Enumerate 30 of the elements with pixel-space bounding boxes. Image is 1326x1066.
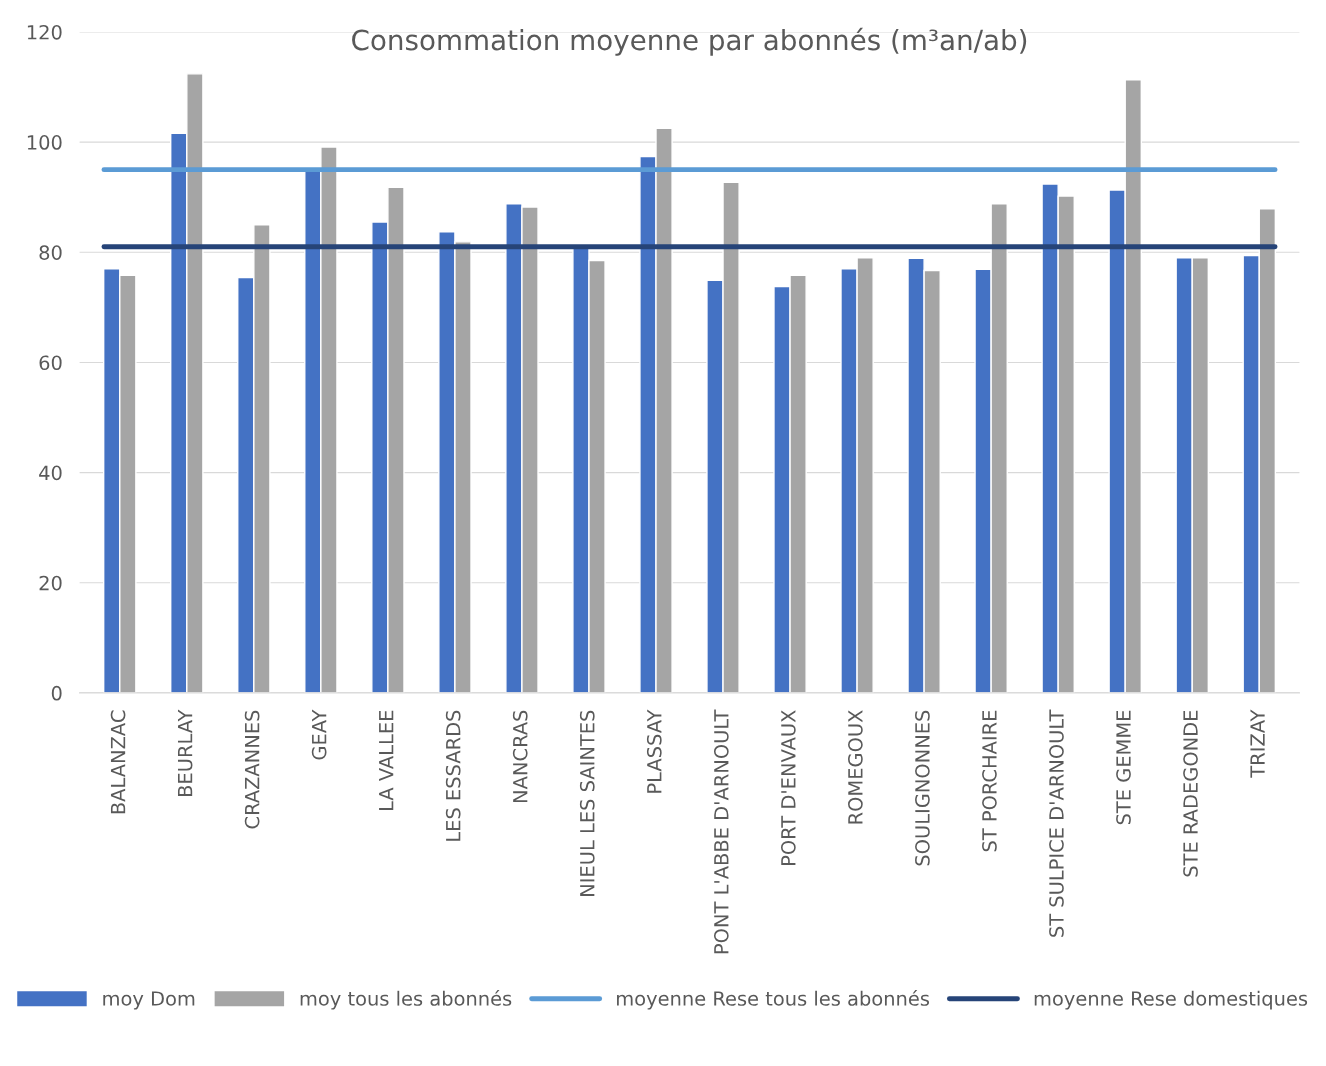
x-tick-label: PONT L'ABBE D'ARNOULT: [713, 709, 729, 954]
x-tick-label: BALANZAC: [110, 710, 126, 814]
x-tick-label: ST SULPICE D'ARNOULT: [1049, 709, 1064, 937]
y-tick-label: 40: [39, 465, 62, 481]
y-tick-label: 80: [39, 245, 62, 260]
x-tick-label: GEAY: [311, 709, 327, 760]
y-tick-label: 20: [39, 575, 62, 591]
x-tick-label: NANCRAS: [512, 710, 528, 803]
x-tick-label: BEURLAY: [177, 709, 193, 796]
x-tick-label: LES ESSARDS: [445, 710, 461, 841]
x-tick-label: LA VALLEE: [379, 710, 394, 811]
x-tick-label: ROMEGOUX: [848, 710, 863, 824]
x-tick-label: SOULIGNONNES: [915, 710, 930, 866]
x-tick-label: NIEUL LES SAINTES: [579, 710, 595, 896]
y-tick-label: 120: [27, 24, 62, 40]
legend-label: moy Dom: [103, 991, 195, 1010]
x-tick-label: ST PORCHAIRE: [982, 710, 997, 852]
legend-label: moy tous les abonnés: [300, 990, 512, 1010]
legend-label: moyenne Rese tous les abonnés: [617, 990, 930, 1010]
x-tick-label: PORT D'ENVAUX: [781, 710, 796, 865]
x-tick-label: CRAZANNES: [244, 710, 260, 829]
x-tick-label: PLASSAY: [646, 709, 662, 793]
x-tick-label: TRIZAY: [1250, 709, 1265, 778]
x-tick-label: STE GEMME: [1116, 710, 1131, 825]
x-tick-label: STE RADEGONDE: [1183, 710, 1198, 877]
chart-title: Consommation moyenne par abonnés (m³an/ab): [352, 27, 1027, 56]
y-tick-label: 60: [39, 355, 62, 371]
y-tick-label: 0: [51, 685, 62, 701]
legend-label: moyenne Rese domestiques: [1034, 990, 1308, 1010]
y-tick-label: 100: [27, 135, 62, 150]
